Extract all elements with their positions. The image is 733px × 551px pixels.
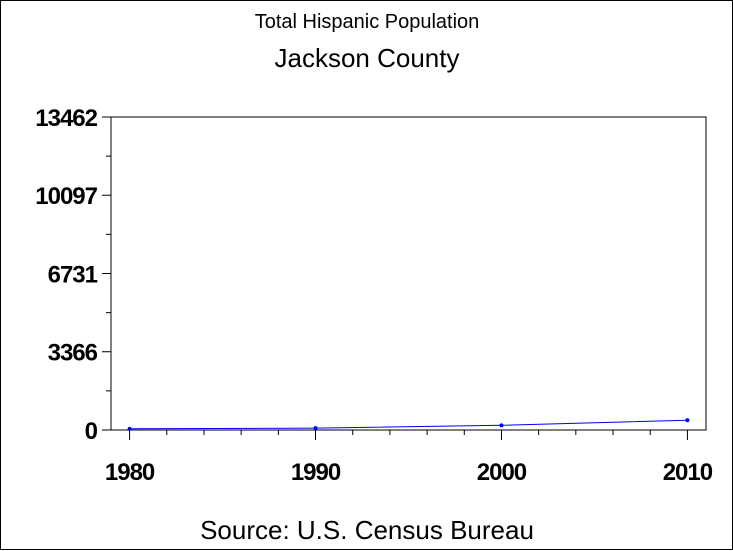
- x-tick-label: 2000: [477, 459, 527, 486]
- x-tick-label: 1990: [291, 459, 341, 486]
- y-tick-label: 3366: [48, 340, 98, 367]
- data-point: [127, 426, 132, 431]
- data-point: [685, 418, 690, 423]
- series-layer: [127, 418, 690, 431]
- source-note: Source: U.S. Census Bureau: [200, 515, 534, 545]
- y-axis: 0 3366 6731 10097 13462: [35, 105, 111, 445]
- y-tick-label: 10097: [35, 183, 97, 210]
- plot-area: [110, 116, 707, 431]
- data-point: [499, 423, 504, 428]
- x-tick-label: 2010: [663, 459, 713, 486]
- chart-title: Total Hispanic Population: [255, 11, 480, 33]
- y-tick-label: 6731: [48, 262, 98, 289]
- y-tick-label: 0: [85, 418, 98, 445]
- y-tick-label: 13462: [35, 105, 97, 132]
- x-axis: 1980 1990 2000 2010: [105, 430, 714, 486]
- chart-subtitle: Jackson County: [275, 43, 460, 73]
- data-point: [313, 426, 318, 431]
- x-tick-label: 1980: [105, 459, 155, 486]
- series-line: [129, 419, 688, 430]
